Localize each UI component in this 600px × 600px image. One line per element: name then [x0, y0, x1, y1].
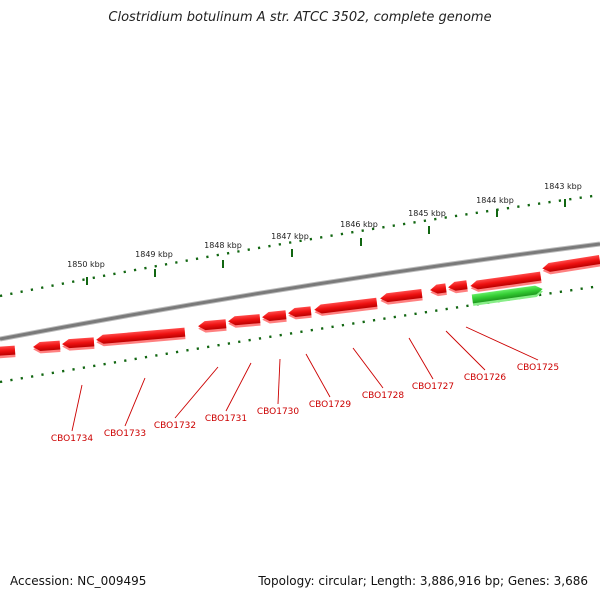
gene-label[interactable]: CBO1725 — [517, 363, 559, 373]
gene-label[interactable]: CBO1731 — [205, 414, 247, 424]
scale-tick-label: 1848 kbp — [204, 241, 242, 250]
gene-leader-line — [408, 337, 434, 380]
gene-arrow-cbo1728-body — [380, 288, 423, 303]
gene-leader-line — [465, 326, 539, 361]
gene-arrow-cbo1732-body — [228, 314, 261, 326]
gene-arrow-cbo1727-body — [430, 283, 447, 294]
gene-label[interactable]: CBO1727 — [412, 382, 454, 392]
gene-arrow-cbo1731-body — [262, 310, 287, 321]
scale-tick-label: 1847 kbp — [271, 232, 309, 241]
gene-label[interactable]: CBO1730 — [257, 407, 300, 417]
gene-arrow[interactable] — [33, 340, 61, 354]
gene-leader-line — [225, 362, 252, 412]
scale-tick-label: 1844 kbp — [476, 196, 514, 205]
gene-arrow-body — [198, 319, 227, 331]
gene-label[interactable]: CBO1733 — [104, 429, 146, 439]
gene-label[interactable]: CBO1728 — [362, 391, 405, 401]
gene-arrow-cbo1726[interactable] — [447, 280, 468, 294]
gene-arrow-body — [0, 345, 16, 356]
gene-leader-line — [277, 358, 281, 405]
scale-tick-label: 1845 kbp — [408, 209, 446, 218]
accession-text: Accession: NC_009495 — [10, 574, 147, 588]
map-title: Clostridium botulinum A str. ATCC 3502, … — [108, 10, 492, 25]
gene-arrow-cbo1732[interactable] — [228, 314, 261, 328]
scale-tick-label: 1843 kbp — [544, 182, 582, 191]
gene-arrow-forward[interactable] — [471, 285, 544, 306]
gene-label[interactable]: CBO1732 — [154, 421, 196, 431]
gene-arrow-cbo1730-body — [288, 306, 312, 317]
genome-backbone-core — [0, 242, 600, 341]
inner-scale-ring — [0, 284, 600, 384]
scale-tick-label: 1846 kbp — [340, 220, 378, 229]
gene-label[interactable]: CBO1726 — [464, 373, 507, 383]
scale-tick-label: 1849 kbp — [135, 250, 173, 259]
gene-arrow-cbo1734-body — [62, 337, 95, 349]
gene-arrow[interactable] — [0, 345, 16, 359]
gene-arrow-cbo1727[interactable] — [429, 283, 447, 297]
gene-arrow[interactable] — [542, 255, 600, 275]
gene-label[interactable]: CBO1734 — [51, 434, 94, 444]
gene-arrow-cbo1734[interactable] — [62, 337, 95, 351]
gene-arrow-cbo1726-body — [448, 280, 468, 291]
gene-arrow-cbo1733[interactable] — [96, 327, 186, 347]
gene-arrow-cbo1730[interactable] — [288, 306, 312, 320]
genome-summary-text: Topology: circular; Length: 3,886,916 bp… — [258, 574, 588, 588]
gene-arrow[interactable] — [198, 319, 227, 333]
gene-leader-line — [305, 353, 331, 398]
gene-leader-line — [174, 366, 219, 419]
gene-arrow-cbo1725[interactable] — [470, 271, 542, 293]
gene-arrow-cbo1725-body — [470, 271, 542, 290]
gene-arrow-cbo1733-body — [96, 327, 186, 344]
gene-arrow-body — [542, 255, 600, 272]
gene-arrow-cbo1729[interactable] — [314, 297, 378, 317]
gene-arrow-body — [33, 340, 61, 351]
gene-leader-line — [124, 377, 146, 427]
gene-leader-line — [352, 347, 384, 389]
scale-tick-label: 1850 kbp — [67, 260, 105, 269]
gene-leader-line — [445, 330, 486, 371]
gene-arrow-cbo1728[interactable] — [380, 288, 423, 306]
gene-arrow-forward-body — [471, 285, 543, 304]
gene-arrow-cbo1729-body — [314, 297, 378, 314]
gene-arrow-cbo1731[interactable] — [262, 310, 287, 324]
gene-label[interactable]: CBO1729 — [309, 400, 352, 410]
gene-leader-line — [71, 384, 83, 432]
